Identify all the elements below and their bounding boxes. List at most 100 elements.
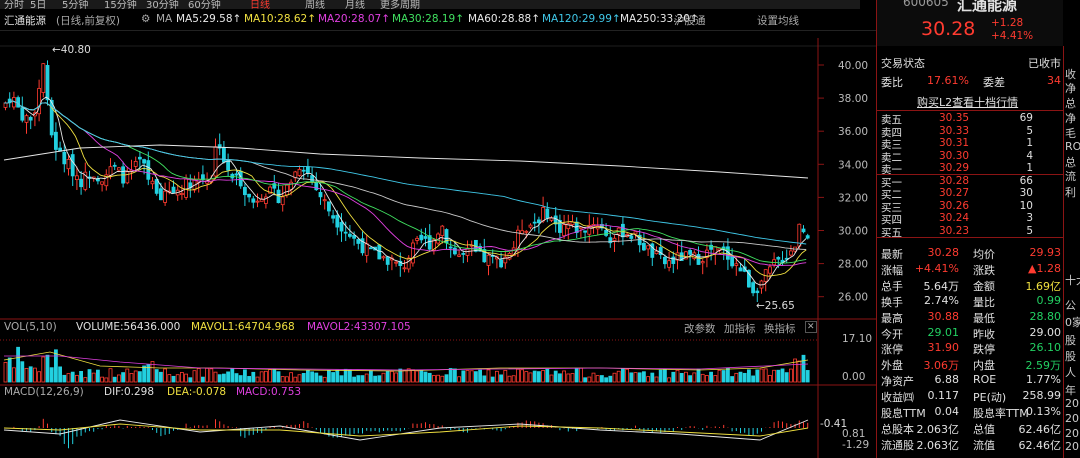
candle-body <box>482 249 487 263</box>
hk-connect-button[interactable]: 沪股通 <box>674 15 706 27</box>
volume-bar <box>137 371 142 383</box>
order-row: 买三 30.26 10 <box>877 199 1063 214</box>
candle-body <box>352 235 357 239</box>
stat-label: 净资产 <box>881 375 914 389</box>
volume-bar <box>100 376 104 383</box>
candle-body <box>709 244 713 250</box>
volume-bar <box>318 375 323 383</box>
stat-label: 股息TTM <box>881 407 926 420</box>
order-level: 买五 <box>881 226 902 239</box>
order-volume: 1 <box>1026 137 1033 149</box>
volume-bar <box>167 374 172 383</box>
close-icon[interactable]: ✕ <box>805 321 817 333</box>
vol-add-button[interactable]: 加指标 <box>724 323 756 335</box>
candle-body <box>24 115 29 123</box>
volume-bar <box>368 370 373 383</box>
volume-bar <box>797 360 802 383</box>
candle-body <box>646 245 650 250</box>
candle-body <box>751 282 755 294</box>
volume-bar <box>566 373 571 383</box>
candle-body <box>705 249 709 258</box>
gear-icon[interactable]: ⚙ <box>141 13 151 25</box>
volume-bar <box>360 375 365 383</box>
volume-bar <box>28 366 33 383</box>
volume-bar <box>574 368 579 383</box>
volume-bar <box>381 372 386 383</box>
stat-value: 1.69亿 <box>1025 279 1062 293</box>
volume-bar <box>11 367 16 383</box>
period-tab[interactable]: 月线 <box>345 0 365 9</box>
candle-body <box>356 239 361 244</box>
macd-dif: DIF:0.298 <box>104 386 155 398</box>
order-level: 卖三 <box>881 139 902 151</box>
volume-bar <box>415 370 420 383</box>
candle-body <box>679 252 684 261</box>
period-tab[interactable]: 周线 <box>305 0 325 9</box>
stat-row: 收益㈣ 0.117 PE(动) 258.99 <box>877 389 1063 404</box>
candle-body <box>335 214 340 228</box>
volume-bar <box>494 370 499 383</box>
stat-value: 0.99 <box>1036 293 1062 307</box>
period-tab[interactable]: 日线 <box>250 0 270 9</box>
stat-label: 跌停 <box>973 343 995 357</box>
volume-bar <box>805 370 810 383</box>
period-tab[interactable]: 30分钟 <box>146 0 179 9</box>
candle-body <box>524 230 529 233</box>
volume-bar <box>217 374 222 383</box>
stat-value: 3.06万 <box>923 359 960 373</box>
buy-l2-link[interactable]: 购买L2查看十档行情 <box>917 96 1019 109</box>
stat-label: ROE <box>973 373 997 387</box>
volume-bar <box>688 375 692 383</box>
edge-text: 收 <box>1065 68 1076 81</box>
volume-bar <box>389 370 394 383</box>
volume-bar <box>7 357 12 383</box>
candle-body <box>730 256 734 267</box>
stat-value: 31.90 <box>927 341 960 355</box>
volume-bar <box>499 374 504 383</box>
period-tab[interactable]: 更多周期 <box>380 0 420 9</box>
candle-body <box>696 254 701 265</box>
candle-body <box>768 266 772 274</box>
candle-body <box>558 220 562 233</box>
volume-bar <box>104 377 109 383</box>
volume-bar <box>352 376 357 383</box>
volume-bar <box>263 370 268 383</box>
vol-param-button[interactable]: 改参数 <box>684 323 716 335</box>
vol-switch-button[interactable]: 换指标 <box>764 323 796 335</box>
period-tab[interactable]: 5日 <box>30 0 47 9</box>
volume-bar <box>553 370 558 383</box>
order-price: 30.26 <box>939 199 970 212</box>
kline-chart[interactable]: 40.00 38.00 36.00 34.00 32.00 30.00 28.00 26.00… <box>0 0 876 458</box>
candle-body <box>184 178 189 198</box>
period-tab[interactable]: 60分钟 <box>188 0 221 9</box>
candle-body <box>70 154 75 177</box>
macd-bars <box>3 418 809 449</box>
ma-settings-button[interactable]: 设置均线 <box>757 15 799 27</box>
candle-body <box>251 198 256 203</box>
candle-body <box>742 266 747 272</box>
period-tab[interactable]: 分时 <box>4 0 24 9</box>
candle-body <box>448 246 453 249</box>
volume-bar <box>331 372 336 383</box>
order-ratio-row: 委比 17.61% 委差 34 <box>877 73 1063 89</box>
volume-bar <box>587 376 592 383</box>
order-volume: 66 <box>1019 174 1033 187</box>
volume-bar <box>230 368 235 383</box>
volume-bar <box>549 374 554 383</box>
edge-text: 20 <box>1065 440 1079 453</box>
macd-tick-label: 0.81 <box>842 428 865 440</box>
order-level: 买四 <box>881 214 902 226</box>
volume-bar <box>146 364 151 383</box>
volume-bar <box>738 371 743 383</box>
candle-body <box>566 223 571 230</box>
candle-body <box>503 256 508 264</box>
volume-bar <box>398 368 403 383</box>
candle-body <box>511 247 516 257</box>
period-tab[interactable]: 5分钟 <box>62 0 89 9</box>
stat-value: 26.10 <box>1029 341 1062 355</box>
candle-body <box>100 181 104 185</box>
vol-mavol2: MAVOL2:43307.105 <box>307 321 411 333</box>
volume-bar <box>633 372 638 383</box>
period-tab[interactable]: 15分钟 <box>104 0 137 9</box>
candle-body <box>675 252 680 261</box>
